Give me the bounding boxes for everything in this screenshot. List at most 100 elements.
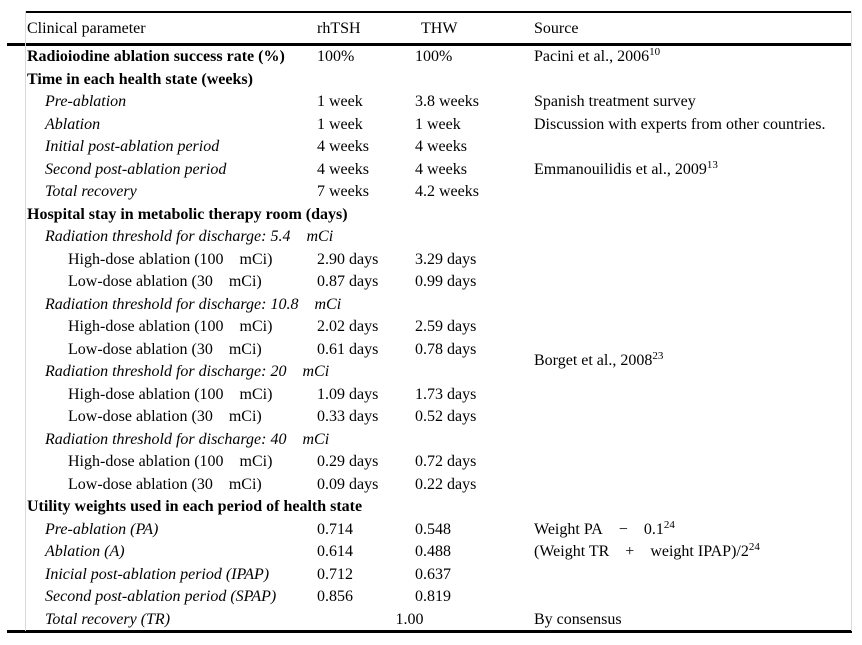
table-row: Radiation threshold for discharge: 5.4 m…: [25, 226, 851, 369]
table-row: Low-dose ablation (30 mCi) 0.33 days 0.5…: [25, 406, 851, 429]
param-cell: Radiation threshold for discharge: 10.8 …: [45, 295, 342, 313]
rhtsh-cell: 0.712: [317, 565, 353, 583]
section-title-cell: Hospital stay in metabolic therapy room …: [27, 205, 348, 223]
thw-cell: 0.99 days: [415, 273, 477, 291]
source-text: Borget et al., 2008: [534, 352, 653, 369]
table-row: Second post-ablation period 4 weeks 4 we…: [25, 159, 851, 182]
table-row: Radiation threshold for discharge: 10.8 …: [25, 294, 851, 317]
source-cell: [532, 204, 851, 227]
table-left-border: [25, 11, 26, 631]
source-superscript: 24: [663, 518, 675, 531]
param-cell: Pre-ablation (PA): [45, 520, 159, 538]
thw-cell: [413, 496, 532, 519]
source-cell: Emmanouilidis et al., 200913: [532, 159, 851, 182]
param-cell: Low-dose ablation (30 mCi): [68, 475, 262, 493]
param-cell: High-dose ablation (100 mCi): [68, 250, 273, 268]
source-text: By consensus: [534, 610, 622, 628]
rhtsh-cell: 4 weeks: [317, 138, 369, 156]
rhtsh-cell: [315, 429, 413, 452]
table-row: Radiation threshold for discharge: 40 mC…: [25, 429, 851, 452]
param-cell: Total recovery (TR): [45, 610, 171, 628]
param-cell: Pre-ablation: [45, 93, 127, 111]
table-row: Second post-ablation period (SPAP) 0.856…: [25, 586, 851, 609]
rhtsh-cell: 0.87 days: [317, 273, 379, 291]
thw-cell: [413, 226, 532, 249]
thw-cell: 0.52 days: [415, 408, 477, 426]
source-cell: [532, 496, 851, 519]
table-row: Inicial post-ablation period (IPAP) 0.71…: [25, 564, 851, 587]
rhtsh-cell: 2.90 days: [317, 250, 379, 268]
table-right-border: [851, 11, 852, 631]
source-cell: [532, 69, 851, 92]
source-superscript: 23: [652, 350, 664, 362]
rhtsh-cell: 0.856: [317, 588, 353, 606]
source-cell: Weight PA − 0.124: [532, 519, 851, 542]
param-cell: Radioiodine ablation success rate (%): [27, 48, 285, 66]
param-cell: Radiation threshold for discharge: 20 mC…: [45, 363, 330, 381]
rhtsh-cell: 0.61 days: [317, 340, 379, 358]
section-row: Hospital stay in metabolic therapy room …: [25, 204, 851, 227]
source-cell: Pacini et al., 200610: [532, 46, 851, 69]
table-row: Ablation 1 week 1 week Discussion with e…: [25, 114, 851, 137]
source-text: (Weight TR + weight IPAP)/2: [534, 543, 749, 561]
column-header-source: Source: [534, 20, 579, 37]
rhtsh-cell: 0.614: [317, 543, 353, 561]
source-superscript: 13: [706, 158, 718, 171]
rhtsh-cell: 0.714: [317, 520, 353, 538]
thw-cell: 0.22 days: [415, 475, 477, 493]
section-row: Utility weights used in each period of h…: [25, 496, 851, 519]
thw-cell: 0.548: [415, 520, 451, 538]
thw-cell: [413, 204, 532, 227]
rhtsh-cell: [315, 361, 413, 384]
param-cell: Second post-ablation period: [45, 160, 227, 178]
rhtsh-cell: 1 week: [317, 93, 363, 111]
source-cell: By consensus: [532, 609, 851, 632]
source-text: Discussion with experts from other count…: [534, 115, 826, 133]
table-row: High-dose ablation (100 mCi) 2.02 days 2…: [25, 316, 851, 339]
thw-cell: 0.819: [415, 588, 451, 606]
thw-cell: 3.8 weeks: [415, 93, 479, 111]
rhtsh-cell: 4 weeks: [317, 160, 369, 178]
header-row: Clinical parameter rhTSH THW Source: [25, 12, 851, 46]
thw-cell: [413, 69, 532, 92]
source-cell: Spanish treatment survey: [532, 91, 851, 114]
thw-cell: 0.78 days: [415, 340, 477, 358]
thw-cell: 0.637: [415, 565, 451, 583]
table-header-rule: [7, 43, 852, 46]
table-bottom-rule: [7, 630, 852, 633]
source-cell: [532, 136, 851, 159]
param-cell: Total recovery: [45, 183, 137, 201]
source-text: Spanish treatment survey: [534, 93, 696, 111]
thw-cell: [413, 361, 532, 384]
rhtsh-cell: 0.29 days: [317, 453, 379, 471]
source-cell: Borget et al., 200823: [532, 226, 851, 496]
param-cell: Low-dose ablation (30 mCi): [68, 408, 262, 426]
column-header-thw: THW: [421, 20, 458, 37]
thw-cell: 1.73 days: [415, 385, 477, 403]
column-header-clinical-parameter: Clinical parameter: [27, 20, 146, 37]
thw-cell: 4 weeks: [415, 138, 467, 156]
rhtsh-cell: [315, 69, 413, 92]
column-header-rhtsh: rhTSH: [317, 20, 361, 37]
clinical-parameters-table: Clinical parameter rhTSH THW Source Radi…: [25, 12, 851, 631]
table-row: Total recovery (TR) 1.00 By consensus: [25, 609, 851, 632]
rhtsh-cell: 0.09 days: [317, 475, 379, 493]
thw-cell: [413, 429, 532, 452]
param-cell: Ablation: [45, 115, 101, 133]
table-row: Initial post-ablation period 4 weeks 4 w…: [25, 136, 851, 159]
thw-cell: 1 week: [415, 115, 461, 133]
rhtsh-cell: 0.33 days: [317, 408, 379, 426]
thw-cell: 0.72 days: [415, 453, 477, 471]
param-cell: Inicial post-ablation period (IPAP): [45, 565, 270, 583]
source-text: Emmanouilidis et al., 2009: [534, 160, 707, 178]
source-superscript: 24: [748, 541, 760, 554]
table-row: Low-dose ablation (30 mCi) 0.09 days 0.2…: [25, 474, 851, 497]
source-cell: Discussion with experts from other count…: [532, 114, 851, 137]
section-title-cell: Time in each health state (weeks): [27, 70, 253, 88]
param-cell: High-dose ablation (100 mCi): [68, 453, 273, 471]
thw-cell: 100%: [415, 48, 453, 66]
param-cell: Second post-ablation period (SPAP): [45, 588, 277, 606]
param-cell: Initial post-ablation period: [45, 138, 220, 156]
table-row: Radiation threshold for discharge: 20 mC…: [25, 361, 851, 384]
table-row: Radioiodine ablation success rate (%) 10…: [25, 46, 851, 69]
